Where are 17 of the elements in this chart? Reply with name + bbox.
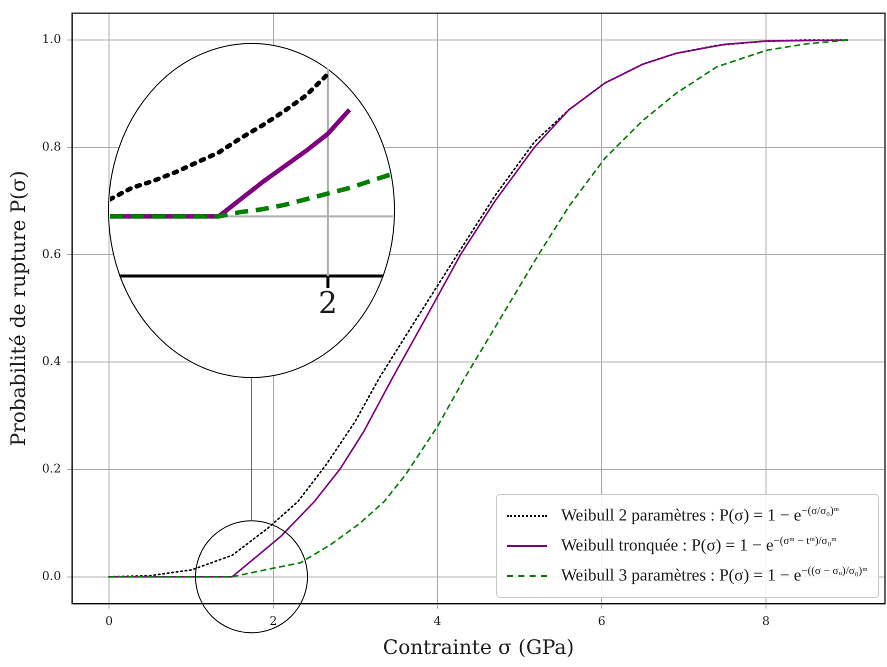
y-axis-title: Probabilité de rupture P(σ) (6, 170, 30, 446)
y-tick-label: 0.4 (42, 354, 62, 368)
y-tick-label: 0.2 (42, 462, 62, 476)
x-tick-label: 6 (598, 614, 606, 628)
legend-label: Weibull 3 paramètres : P(σ) = 1 − e$^{−((σ − σᵤ)/σ₀)ᵐ}$ (561, 565, 868, 586)
x-tick-label: 4 (434, 614, 442, 628)
y-tick-label: 0.0 (42, 568, 62, 583)
x-tick-label: 0 (105, 614, 113, 628)
x-axis-title: Contrainte σ (GPa) (382, 635, 574, 660)
y-tick-label: 0.6 (42, 246, 62, 261)
legend-label: Weibull 2 paramètres : P(σ) = 1 − e$^{−(σ/σ₀)ᵐ}$ (561, 505, 840, 526)
y-tick-label: 0.8 (42, 140, 62, 154)
legend-label: Weibull tronquée : P(σ) = 1 − e$^{−(σᵐ − tᵐ)/σ₀ᵐ}$ (561, 535, 837, 556)
x-tick-label: 8 (762, 614, 770, 628)
annotation: 2 (318, 286, 338, 321)
y-tick-label: 1.0 (42, 32, 62, 46)
x-tick-label: 2 (269, 614, 278, 628)
